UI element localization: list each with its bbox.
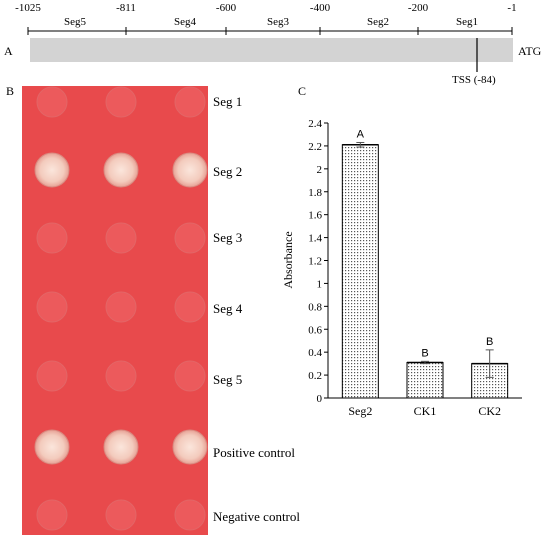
tick-labels: -1025 -811 -600 -400 -200 -1 — [15, 2, 516, 14]
segment-labels: Seg5 Seg4 Seg3 Seg2 Seg1 — [64, 16, 478, 28]
significance-letter: B — [486, 336, 493, 348]
row-label: Positive control — [213, 445, 295, 460]
colony-spot — [105, 291, 137, 323]
colony-spot — [36, 86, 68, 118]
colony-spot — [103, 429, 139, 465]
colony-spot — [34, 429, 70, 465]
y-tick-label: 0.4 — [308, 347, 322, 359]
y-tick-label: 1.4 — [308, 233, 322, 245]
row-labels: Seg 1 Seg 2 Seg 3 Seg 4 Seg 5 Positive c… — [213, 94, 300, 524]
colony-spot — [36, 222, 68, 254]
colony-spot — [174, 360, 206, 392]
row-label: Seg 3 — [213, 230, 242, 245]
segment-label: Seg3 — [267, 16, 290, 28]
colony-spot — [105, 86, 137, 118]
y-tick-label: 2.2 — [308, 141, 322, 153]
colony-spot — [36, 360, 68, 392]
y-tick-label: 1 — [317, 278, 323, 290]
panel-c-label: C — [298, 84, 306, 98]
tick-marks — [27, 27, 513, 35]
colony-spot — [172, 429, 208, 465]
significance-letter: A — [357, 128, 365, 140]
y-tick-label: 2.4 — [308, 118, 322, 130]
colony-spot — [36, 499, 68, 531]
tick-label: -811 — [116, 2, 136, 14]
y-tick-label: 1.8 — [308, 187, 322, 199]
colony-spot — [105, 222, 137, 254]
tick-label: -1 — [507, 2, 516, 14]
panel-c: C Absorbance 0 0.2 0.4 0.6 0.8 1 1.2 1.4 1.6 1.8 2… — [281, 84, 522, 418]
row-label: Seg 5 — [213, 372, 242, 387]
promoter-bar — [30, 38, 513, 62]
tick-label: -400 — [310, 2, 331, 14]
bar — [406, 361, 444, 399]
y-tick-label: 0.8 — [308, 301, 322, 313]
tick-label: -600 — [216, 2, 237, 14]
row-label: Seg 2 — [213, 164, 242, 179]
y-tick-labels: 0 0.2 0.4 0.6 0.8 1 1.2 1.4 1.6 1.8 2 2.2 2.4 — [308, 118, 322, 405]
panel-a: A -1025 -811 -600 -400 -200 -1 Seg5 Seg4… — [4, 2, 542, 86]
x-tick-label: CK1 — [414, 404, 437, 418]
colony-spot — [36, 291, 68, 323]
y-tick-label: 0.2 — [308, 370, 322, 382]
y-axis-title: Absorbance — [281, 231, 295, 288]
panel-b: B Seg 1 Seg 2 Seg 3 Seg 4 Seg 5 Positive… — [6, 84, 300, 535]
x-tick-label: Seg2 — [348, 404, 372, 418]
row-label: Negative control — [213, 509, 300, 524]
row-label: Seg 1 — [213, 94, 242, 109]
tick-label: -200 — [408, 2, 429, 14]
chart-bars: A B B — [341, 128, 509, 399]
segment-label: Seg5 — [64, 16, 87, 28]
y-tick-label: 2 — [317, 164, 323, 176]
tick-label: -1025 — [15, 2, 41, 14]
y-tick-label: 1.2 — [308, 256, 322, 268]
atg-label: ATG — [518, 44, 542, 58]
colony-spot — [174, 86, 206, 118]
segment-label: Seg4 — [174, 16, 197, 28]
x-tick-labels: Seg2 CK1 CK2 — [348, 404, 501, 418]
colony-spot — [174, 222, 206, 254]
y-tick-label: 1.6 — [308, 210, 322, 222]
colony-spot — [172, 152, 208, 188]
colony-spot — [34, 152, 70, 188]
panel-b-label: B — [6, 84, 14, 98]
significance-letter: B — [421, 347, 428, 359]
tss-label: TSS (-84) — [452, 74, 496, 86]
bar — [341, 144, 379, 399]
colony-spots — [34, 86, 208, 531]
segment-label: Seg2 — [367, 16, 389, 28]
y-tick-label: 0 — [317, 393, 323, 405]
colony-spot — [174, 291, 206, 323]
colony-spot — [105, 360, 137, 392]
y-tick-label: 0.6 — [308, 324, 322, 336]
colony-spot — [103, 152, 139, 188]
row-label: Seg 4 — [213, 301, 243, 316]
x-tick-label: CK2 — [478, 404, 501, 418]
colony-spot — [105, 499, 137, 531]
colony-spot — [174, 499, 206, 531]
panel-a-label: A — [4, 44, 13, 58]
segment-label: Seg1 — [456, 16, 478, 28]
